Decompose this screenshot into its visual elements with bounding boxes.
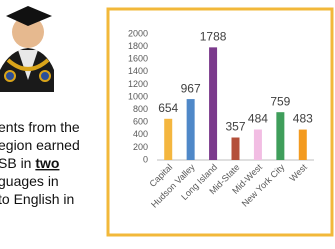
bar — [232, 138, 240, 160]
bar — [254, 130, 262, 160]
text-line: egion earned — [0, 137, 80, 153]
slide: ents from the egion earned SB in two guages… — [0, 0, 335, 244]
text-span: ents from the — [0, 119, 80, 135]
y-tick-label: 600 — [133, 117, 148, 127]
y-tick-label: 200 — [133, 142, 148, 152]
bar — [299, 130, 307, 160]
data-label: 1788 — [200, 30, 227, 44]
data-label: 357 — [225, 120, 245, 134]
slide-text: ents from the egion earned SB in two guages… — [0, 119, 80, 207]
y-tick-label: 2000 — [128, 28, 148, 38]
y-tick-label: 1000 — [128, 91, 148, 101]
text-span: SB in — [0, 155, 35, 171]
y-tick-label: 1600 — [128, 54, 148, 64]
text-line: guages in — [0, 173, 59, 189]
bar — [276, 112, 284, 160]
y-tick-label: 0 — [143, 154, 148, 164]
data-label: 759 — [270, 94, 290, 108]
text-span: guages in — [0, 173, 59, 189]
y-tick-label: 1200 — [128, 79, 148, 89]
text-line: to English in — [0, 191, 74, 207]
text-span: to English in — [0, 191, 74, 207]
graduate-icon — [0, 6, 54, 92]
text-line: SB in two — [0, 155, 59, 171]
y-tick-label: 1800 — [128, 41, 148, 51]
data-label: 483 — [293, 112, 313, 126]
bar — [187, 99, 195, 160]
bar — [164, 119, 172, 160]
y-tick-label: 1400 — [128, 66, 148, 76]
emphasis: two — [35, 155, 59, 171]
text-span: egion earned — [0, 137, 80, 153]
bar — [209, 47, 217, 160]
text-line: ents from the — [0, 119, 80, 135]
data-label: 484 — [248, 112, 268, 126]
data-label: 654 — [158, 101, 178, 115]
data-label: 967 — [181, 81, 201, 95]
y-tick-label: 800 — [133, 104, 148, 114]
y-tick-label: 400 — [133, 129, 148, 139]
